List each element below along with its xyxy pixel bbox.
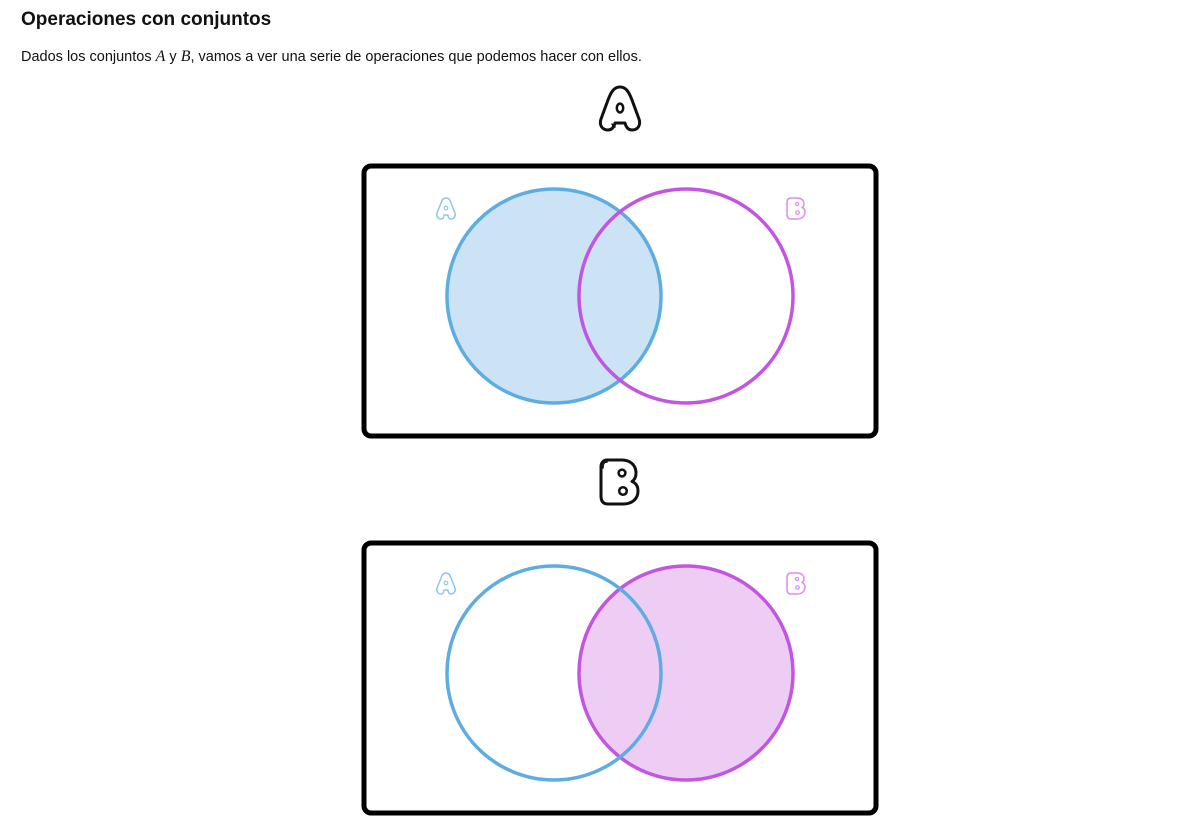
intro-connector: y: [165, 49, 181, 65]
intro-text-before: Dados los conjuntos: [21, 49, 156, 65]
bubble-letter-b-icon: [590, 452, 650, 512]
small-bubble-letter-a-icon: [436, 572, 456, 595]
intro-text-after: , vamos a ver una serie de operaciones q…: [190, 49, 642, 65]
set-b-circle: [577, 187, 795, 405]
small-bubble-letter-b-icon: [786, 197, 806, 220]
small-bubble-letter-a-icon: [436, 197, 456, 220]
set-b-symbol: B: [180, 48, 191, 65]
venn-a-svg: [361, 163, 879, 439]
page-title: Operaciones con conjuntos: [21, 9, 272, 30]
venn-diagram-a: [360, 162, 880, 440]
bubble-letter-a-icon: [590, 78, 650, 138]
venn-diagram-b: [360, 539, 880, 817]
set-a-circle: [445, 187, 663, 405]
set-b-circle: [577, 564, 795, 782]
set-a-circle: [445, 564, 663, 782]
venn-b-svg: [361, 540, 879, 816]
small-bubble-letter-b-icon: [786, 572, 806, 595]
intro-paragraph: Dados los conjuntos A y B, vamos a ver u…: [21, 47, 642, 67]
set-a-symbol: A: [155, 48, 166, 65]
